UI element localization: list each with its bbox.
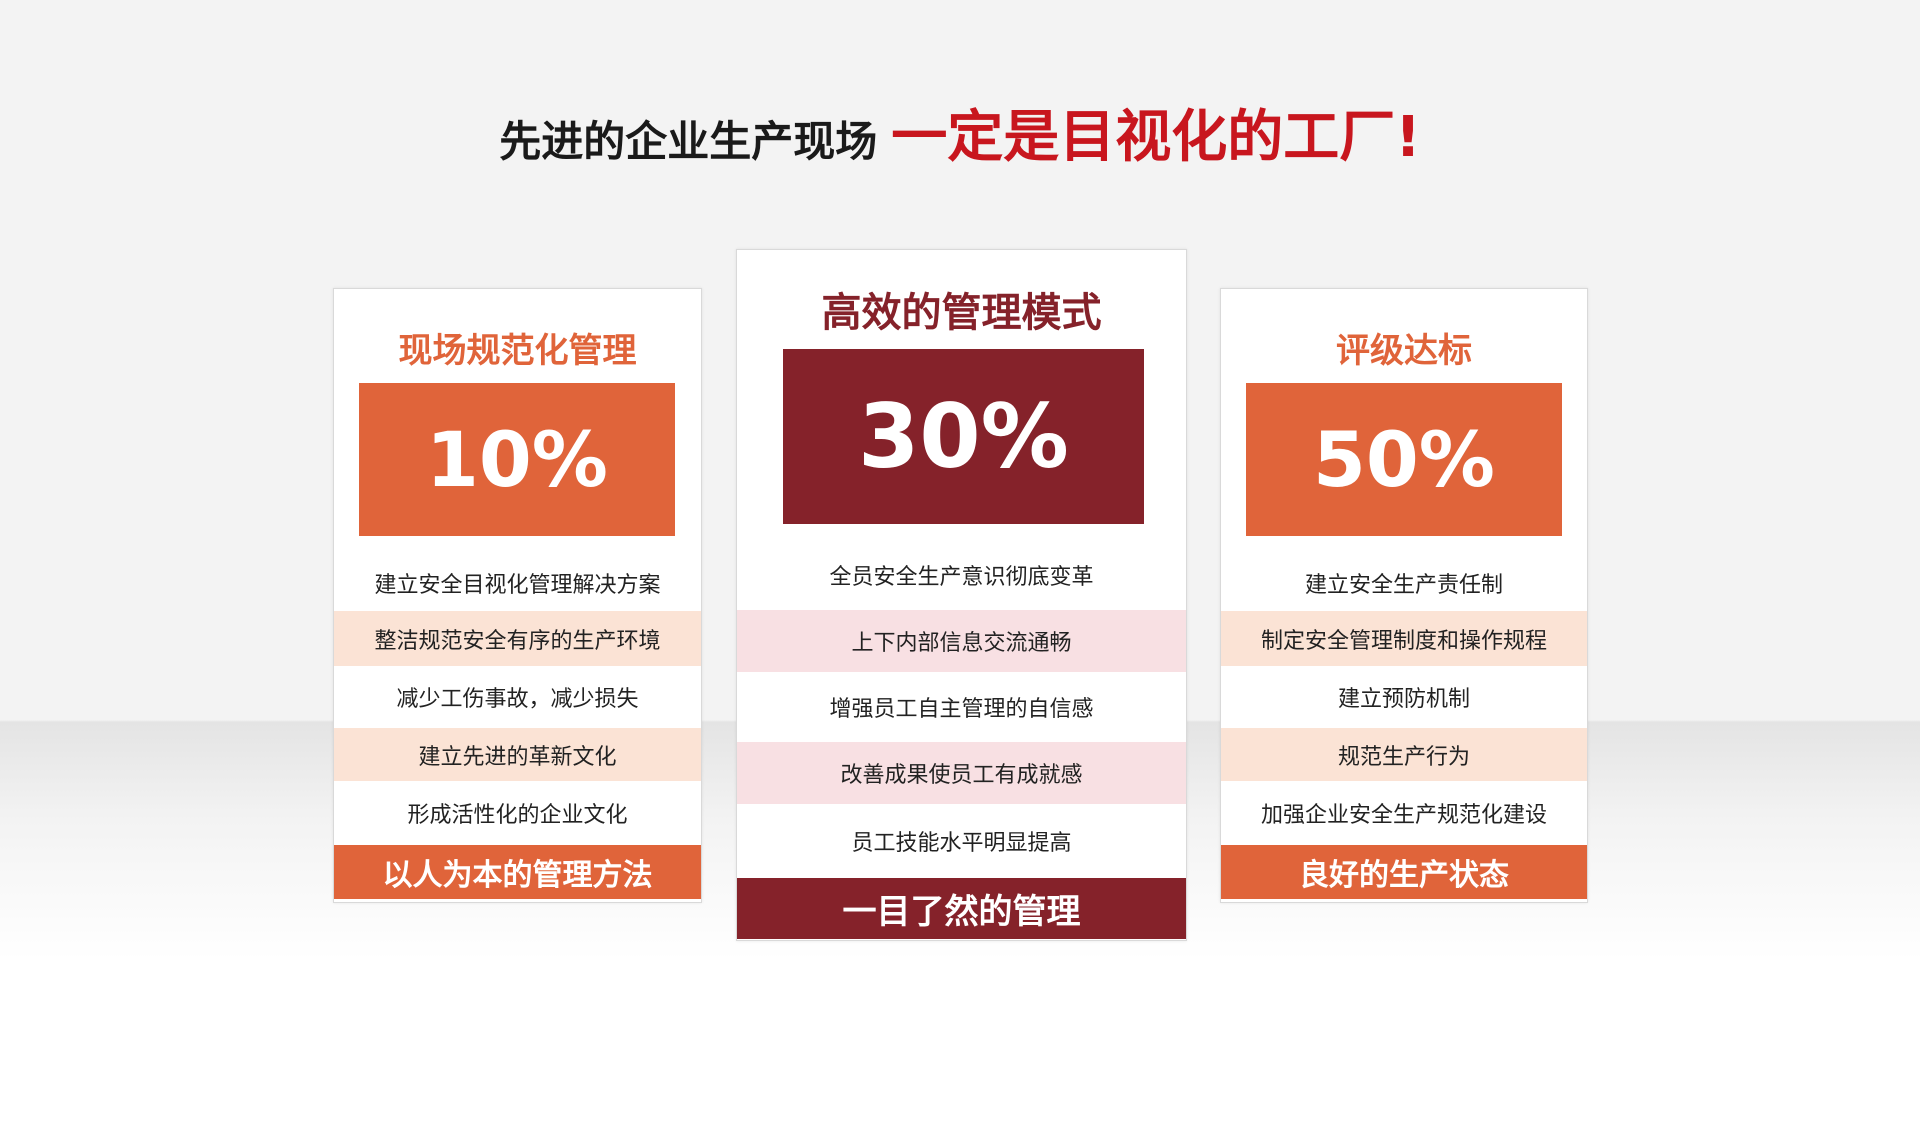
card-efficient-management: 高效的管理模式 30% 全员安全生产意识彻底变革 上下内部信息交流通畅 增强员工… <box>736 249 1187 941</box>
headline-part2: 一定是目视化的工厂! <box>891 105 1421 170</box>
percent-box: 30% <box>783 349 1144 524</box>
list-item: 全员安全生产意识彻底变革 <box>829 565 1094 590</box>
list-item: 建立安全生产责任制 <box>1304 572 1503 598</box>
headline: 先进的企业生产现场 一定是目视化的工厂! <box>0 92 1920 173</box>
card-title: 现场规范化管理 <box>398 331 637 371</box>
list-item: 加强企业安全生产规范化建设 <box>1260 803 1547 828</box>
list-item: 建立预防机制 <box>1337 687 1470 712</box>
card-footer: 以人为本的管理方法 <box>334 845 701 899</box>
card-rating-compliance: 评级达标 50% 建立安全生产责任制 制定安全管理制度和操作规程 建立预防机制 … <box>1220 288 1588 903</box>
card-footer: 良好的生产状态 <box>1221 845 1587 899</box>
card-footer: 一目了然的管理 <box>737 878 1186 939</box>
percent-box: 50% <box>1246 383 1562 536</box>
list-item: 形成活性化的企业文化 <box>407 803 628 828</box>
headline-part1: 先进的企业生产现场 <box>499 117 878 166</box>
list-item: 建立先进的革新文化 <box>334 728 701 781</box>
list-item: 增强员工自主管理的自信感 <box>829 697 1094 722</box>
list-item: 员工技能水平明显提高 <box>851 831 1072 856</box>
card-title: 评级达标 <box>1336 331 1472 371</box>
list-item: 减少工伤事故，减少损失 <box>396 687 639 712</box>
list-item: 规范生产行为 <box>1221 728 1587 781</box>
card-title: 高效的管理模式 <box>821 290 1102 336</box>
card-site-standardization: 现场规范化管理 10% 建立安全目视化管理解决方案 整洁规范安全有序的生产环境 … <box>333 288 702 903</box>
list-item: 改善成果使员工有成就感 <box>737 742 1186 804</box>
list-item: 上下内部信息交流通畅 <box>737 610 1186 672</box>
list-item: 整洁规范安全有序的生产环境 <box>334 611 701 666</box>
list-item: 建立安全目视化管理解决方案 <box>374 572 661 598</box>
list-item: 制定安全管理制度和操作规程 <box>1221 611 1587 666</box>
percent-box: 10% <box>359 383 675 536</box>
